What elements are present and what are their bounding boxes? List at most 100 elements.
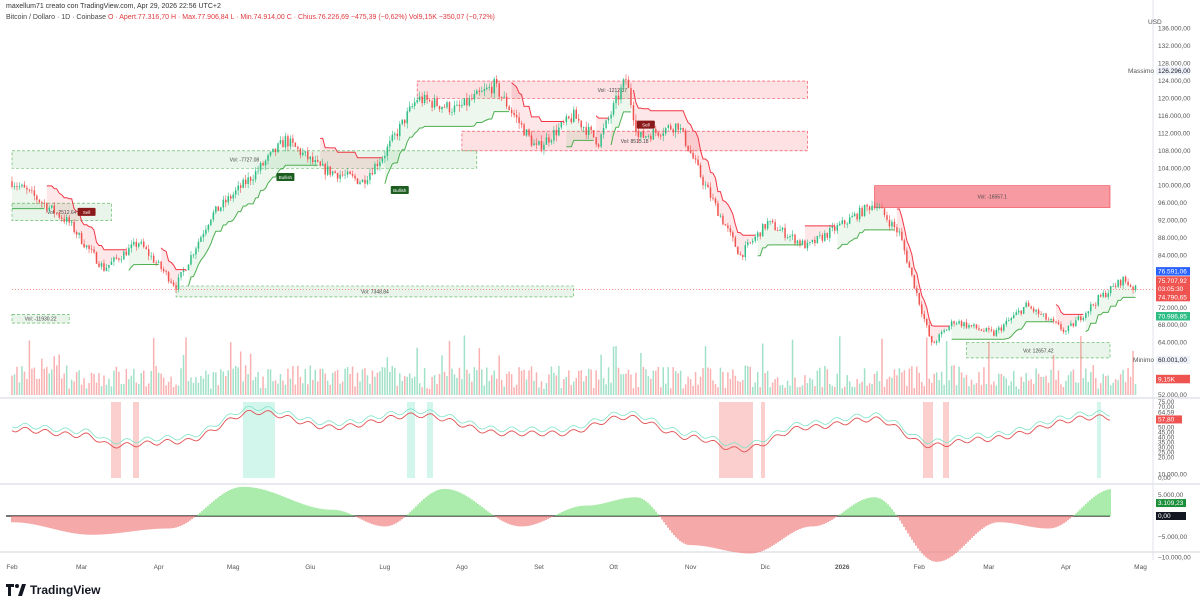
candle-body [1077,316,1080,321]
volume-bar [58,354,60,395]
zone-volume-label: Vol: 7348.84 [361,289,389,295]
candle-body [610,114,612,119]
candle-body [108,264,110,268]
candle-body [481,90,483,92]
oversold-band [727,402,729,478]
volume-bar [396,385,399,395]
candle-body [105,267,108,271]
volume-bar [202,378,205,395]
candle-body [321,163,324,166]
candle-body [356,178,359,184]
volume-bar [292,365,294,395]
candle-body [868,206,871,210]
candle-body [379,162,381,167]
volume-bar [911,366,913,395]
candle-body [550,140,553,143]
candle-body [167,272,170,282]
volume-bar [702,368,704,395]
volume-bar [155,365,157,395]
oscillator-axis-tick: 50,00 [1158,424,1175,431]
volume-bar [1129,376,1132,395]
volume-bar [1005,378,1008,395]
volume-bar [958,366,960,395]
candle-body [75,232,78,235]
volume-bar [142,370,145,395]
oversold-band [761,402,763,478]
price-label-box [1156,267,1190,276]
volume-bar [446,376,448,395]
volume-bar [630,374,632,395]
oversold-band [731,402,733,478]
currency-label: USD [1148,19,1162,26]
candle-body [901,231,903,241]
trail-cloud [1085,276,1136,332]
price-label: 9,15K [1156,374,1190,384]
price-label-value: 60.001,00 [1158,357,1187,364]
volume-bar [473,367,476,395]
volume-bar [130,375,133,395]
price-label-box [1156,276,1190,285]
candle-body [831,226,834,228]
candle-body [958,321,960,324]
volume-bar [682,388,684,395]
volume-bar [1012,370,1015,395]
tradingview-logo[interactable]: TradingView [6,583,100,597]
volume-bar [227,370,230,395]
candle-body [324,163,326,175]
volume-bar [294,384,297,395]
oversold-band [733,402,735,478]
volume-bar [988,341,990,395]
candle-body [985,328,988,332]
volume-bar [416,347,418,395]
volume-bar [978,372,980,395]
volume-bar [590,369,592,395]
oversold-band [945,402,947,478]
volume-bar [1090,372,1092,395]
candle-body [960,321,963,327]
volume-bar [471,381,473,395]
trail-cloud [12,184,45,209]
time-axis-tick: Mar [983,564,995,571]
candle-body [140,241,143,244]
volume-bar [734,375,737,395]
volume-bar [1065,380,1067,395]
candle-body [672,129,674,133]
candle-body [856,213,858,220]
candle-body [451,111,453,113]
volume-bar [1097,388,1100,395]
candle-body [560,122,563,128]
volume-bar [925,337,928,395]
candle-body [302,152,304,155]
candle-body [968,325,970,328]
candle-body [446,102,448,108]
candle-body [232,194,234,199]
volume-bar [167,381,170,395]
volume-bar [913,387,916,395]
volume-bar [789,385,791,395]
candle-body [247,177,249,185]
macd-value-box [1156,499,1186,508]
candle-body [292,138,294,143]
candle-body [699,165,702,177]
candle-body [453,105,456,112]
volume-bar [955,385,958,395]
volume-bar [284,384,287,395]
candle-body [157,261,160,263]
volume-bar [18,382,21,395]
candle-body [307,151,309,160]
volume-bar [381,367,384,395]
candle-body [1087,311,1090,314]
candle-body [394,133,396,135]
volume-bar [411,378,413,395]
price-axis-tick: 120.000,00 [1158,95,1191,102]
candle-body [888,219,891,227]
candle-body [921,304,923,315]
volume-bar [408,373,411,395]
volume-bar [901,372,903,395]
candle-body [1090,304,1092,312]
volume-bar [426,388,428,395]
symbol-name[interactable]: Bitcoin / Dollaro · 1D · Coinbase [6,14,106,21]
zone-volume-label: Vol: -16557.1 [978,195,1008,201]
volume-bar [533,380,535,395]
